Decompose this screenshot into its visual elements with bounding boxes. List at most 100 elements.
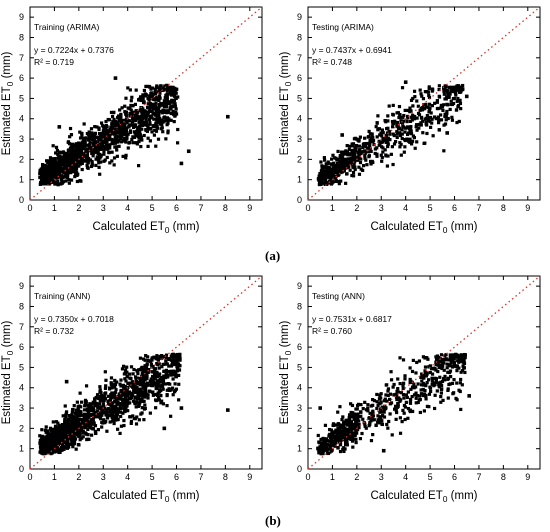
data-point xyxy=(80,161,84,166)
data-point xyxy=(128,123,132,127)
data-point xyxy=(376,403,380,408)
data-point xyxy=(165,97,169,101)
data-point xyxy=(431,134,435,138)
data-point xyxy=(339,168,343,172)
data-point xyxy=(75,173,79,177)
data-point xyxy=(57,430,61,434)
data-point xyxy=(88,425,92,429)
data-point xyxy=(319,173,323,178)
data-point xyxy=(169,388,173,392)
data-point xyxy=(157,396,161,400)
data-point xyxy=(412,382,416,386)
data-point xyxy=(89,127,94,131)
data-point xyxy=(330,432,334,437)
data-point xyxy=(54,169,58,173)
data-point xyxy=(114,397,118,401)
data-point xyxy=(112,131,116,135)
data-point xyxy=(89,145,93,149)
data-point xyxy=(442,103,446,107)
data-point xyxy=(88,140,92,144)
data-point xyxy=(137,97,142,101)
data-point xyxy=(94,157,98,161)
data-point xyxy=(108,143,112,147)
data-point xyxy=(381,146,385,150)
r-squared-label: R² = 0.748 xyxy=(312,57,352,67)
data-point xyxy=(149,377,153,381)
data-point xyxy=(358,148,362,152)
data-point xyxy=(139,95,143,99)
data-point xyxy=(369,149,373,153)
data-point xyxy=(174,375,178,379)
data-point xyxy=(56,439,60,443)
data-point xyxy=(77,164,81,168)
data-point xyxy=(123,104,127,108)
data-point xyxy=(89,131,94,135)
data-point xyxy=(345,443,349,447)
x-tick-label: 5 xyxy=(428,472,433,482)
data-point xyxy=(74,146,78,150)
data-point xyxy=(338,443,343,447)
data-point xyxy=(411,409,415,414)
data-point xyxy=(440,379,445,383)
data-point xyxy=(74,447,78,451)
data-point xyxy=(321,171,325,175)
data-point xyxy=(93,415,97,419)
data-point xyxy=(123,122,127,126)
data-point xyxy=(128,372,132,376)
data-point xyxy=(386,114,390,118)
data-point xyxy=(121,391,125,395)
data-point xyxy=(96,428,100,432)
data-point xyxy=(45,435,50,439)
data-point xyxy=(72,442,76,446)
data-point xyxy=(357,157,362,161)
data-point xyxy=(457,119,461,124)
data-point xyxy=(120,122,124,126)
data-point xyxy=(422,409,426,413)
data-point xyxy=(172,119,176,124)
data-point xyxy=(106,147,110,151)
plot-frame xyxy=(29,275,263,470)
data-point xyxy=(118,108,122,112)
data-point xyxy=(178,364,182,368)
data-point xyxy=(426,119,431,123)
data-point xyxy=(158,116,162,120)
data-point xyxy=(67,442,71,446)
data-point xyxy=(169,414,173,418)
data-point xyxy=(57,155,61,159)
data-point xyxy=(331,435,335,439)
data-point xyxy=(69,423,73,427)
data-point xyxy=(363,136,367,140)
data-point xyxy=(124,404,128,408)
data-point xyxy=(140,109,144,113)
data-point xyxy=(153,381,158,385)
data-point xyxy=(444,357,448,361)
data-point xyxy=(412,393,417,397)
data-point xyxy=(439,103,444,108)
data-point xyxy=(405,132,410,137)
data-point xyxy=(333,156,337,160)
data-point xyxy=(403,405,408,409)
data-point xyxy=(399,142,403,147)
data-point xyxy=(57,423,61,427)
data-point xyxy=(126,381,130,386)
data-point xyxy=(439,357,443,362)
data-point xyxy=(375,146,379,150)
data-point xyxy=(336,179,341,184)
data-point xyxy=(62,440,66,445)
data-point xyxy=(348,168,352,172)
data-point xyxy=(51,420,55,424)
data-point xyxy=(103,410,108,415)
data-point xyxy=(392,382,396,387)
data-point xyxy=(129,99,133,103)
data-point xyxy=(79,155,83,159)
data-point xyxy=(79,148,84,152)
data-point xyxy=(454,396,458,401)
data-point xyxy=(166,370,170,374)
data-point xyxy=(100,425,104,429)
data-point xyxy=(80,143,84,147)
data-point xyxy=(395,111,399,115)
data-point xyxy=(410,139,415,143)
data-point xyxy=(448,369,453,373)
data-point xyxy=(354,440,358,445)
data-point xyxy=(380,159,384,163)
